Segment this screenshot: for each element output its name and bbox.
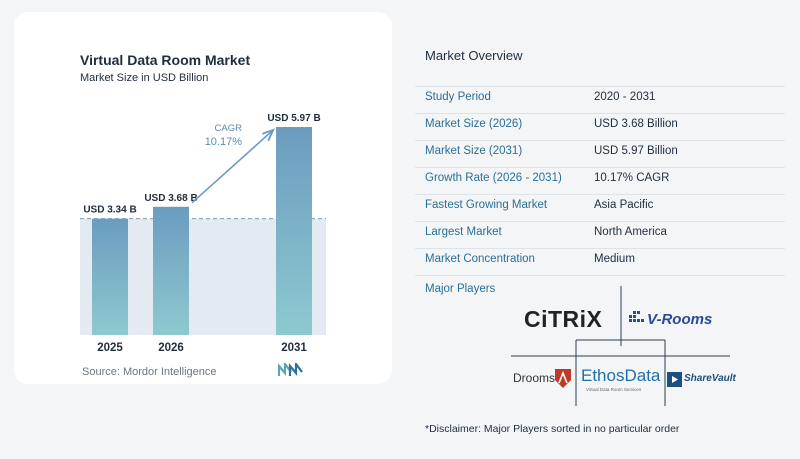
overview-row-label: Market Size (2031) [425, 145, 523, 157]
overview-row-value: 2020 - 2031 [594, 91, 656, 103]
vrooms-logo: V-Rooms [647, 311, 713, 328]
overview-row-value: 10.17% CAGR [594, 172, 670, 184]
overview-row-label: Growth Rate (2026 - 2031) [425, 172, 562, 184]
overview-row-label: Study Period [425, 91, 491, 103]
bar-2031 [276, 127, 312, 335]
ethosdata-tagline: Virtual Data Room Services [586, 387, 642, 392]
bar-2026 [153, 206, 189, 335]
overview-row-label: Market Size (2026) [425, 118, 523, 130]
x-tick-label-2026: 2026 [158, 342, 184, 354]
overview-row-label: Market Concentration [425, 253, 535, 265]
row-divider [415, 194, 785, 195]
drooms-shield-icon [555, 369, 571, 388]
data-label-2025: USD 3.34 B [83, 205, 136, 216]
x-tick-label-2031: 2031 [281, 342, 307, 354]
sharevault-logo: ShareVault [684, 373, 736, 384]
citrix-logo: CiTRiX [524, 306, 603, 332]
disclaimer-text: *Disclaimer: Major Players sorted in no … [425, 423, 680, 435]
overview-row-value: North America [594, 226, 667, 238]
row-divider [415, 275, 785, 276]
chart-subtitle: Market Size in USD Billion [80, 72, 209, 84]
cagr-label: CAGR [215, 123, 243, 134]
row-divider [415, 86, 785, 87]
row-divider [415, 221, 785, 222]
vrooms-icon [629, 311, 644, 322]
row-divider [415, 248, 785, 249]
overview-row-label: Largest Market [425, 226, 502, 238]
overview-row-value: Asia Pacific [594, 199, 654, 211]
drooms-logo: Drooms [513, 371, 556, 385]
cagr-value: 10.17% [205, 136, 243, 148]
sharevault-badge-icon [667, 372, 682, 387]
row-divider [415, 113, 785, 114]
overview-row-value: USD 5.97 Billion [594, 145, 678, 157]
data-label-2031: USD 5.97 B [267, 113, 320, 124]
chart-title: Virtual Data Room Market [80, 52, 251, 68]
x-tick-label-2025: 2025 [97, 342, 123, 354]
mordor-intelligence-logo-icon [278, 363, 303, 376]
ethosdata-logo: EthosData [581, 366, 661, 385]
row-divider [415, 167, 785, 168]
overview-row-label: Fastest Growing Market [425, 199, 548, 211]
major-players-title: Major Players [425, 283, 496, 295]
market-overview-title: Market Overview [425, 48, 523, 63]
source-text: Source: Mordor Intelligence [82, 366, 217, 378]
overview-row-value: Medium [594, 253, 635, 265]
cagr-arrow [191, 131, 272, 204]
data-label-2026: USD 3.68 B [144, 193, 197, 204]
row-divider [415, 140, 785, 141]
overview-row-value: USD 3.68 Billion [594, 118, 678, 130]
bar-2025 [92, 218, 128, 335]
